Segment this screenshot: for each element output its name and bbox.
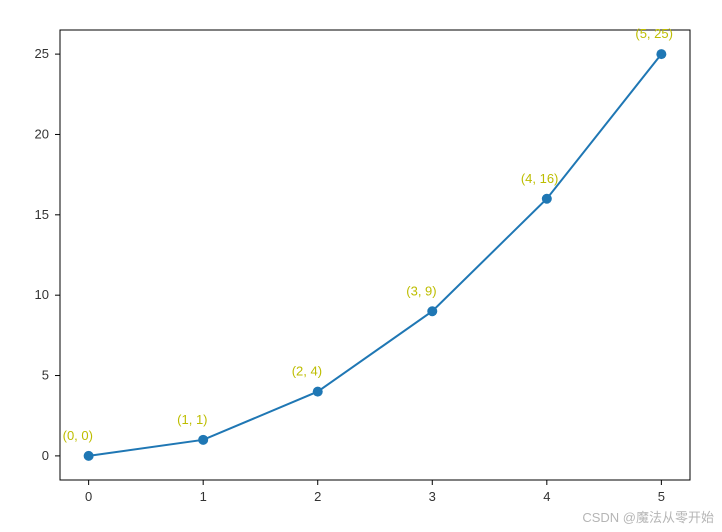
series-marker bbox=[198, 435, 208, 445]
y-tick-label: 0 bbox=[42, 448, 49, 463]
point-annotation: (2, 4) bbox=[292, 364, 322, 379]
x-tick-label: 3 bbox=[429, 489, 436, 504]
y-tick-label: 20 bbox=[35, 126, 49, 141]
y-tick-label: 25 bbox=[35, 46, 49, 61]
y-tick-label: 5 bbox=[42, 368, 49, 383]
x-tick-label: 0 bbox=[85, 489, 92, 504]
x-tick-label: 5 bbox=[658, 489, 665, 504]
x-tick-label: 4 bbox=[543, 489, 550, 504]
point-annotation: (3, 9) bbox=[406, 283, 436, 298]
point-annotation: (0, 0) bbox=[63, 428, 93, 443]
plot-border bbox=[60, 30, 690, 480]
series-marker bbox=[84, 451, 94, 461]
line-chart: 0 1 2 3 4 5 0 5 10 15 20 25 (0, 0) (1, 1) (2, 4) (3, 9)… bbox=[0, 0, 722, 532]
watermark-text: CSDN @魔法从零开始 bbox=[582, 507, 714, 526]
series-marker bbox=[313, 387, 323, 397]
y-tick-label: 15 bbox=[35, 207, 49, 222]
point-annotation: (5, 25) bbox=[635, 26, 673, 41]
series-marker bbox=[427, 306, 437, 316]
series-marker bbox=[542, 194, 552, 204]
x-tick-label: 2 bbox=[314, 489, 321, 504]
point-annotation: (4, 16) bbox=[521, 171, 559, 186]
chart-container: 0 1 2 3 4 5 0 5 10 15 20 25 (0, 0) (1, 1) (2, 4) (3, 9)… bbox=[0, 0, 722, 532]
x-tick-label: 1 bbox=[200, 489, 207, 504]
y-tick-label: 10 bbox=[35, 287, 49, 302]
series-marker bbox=[656, 49, 666, 59]
point-annotation: (1, 1) bbox=[177, 412, 207, 427]
